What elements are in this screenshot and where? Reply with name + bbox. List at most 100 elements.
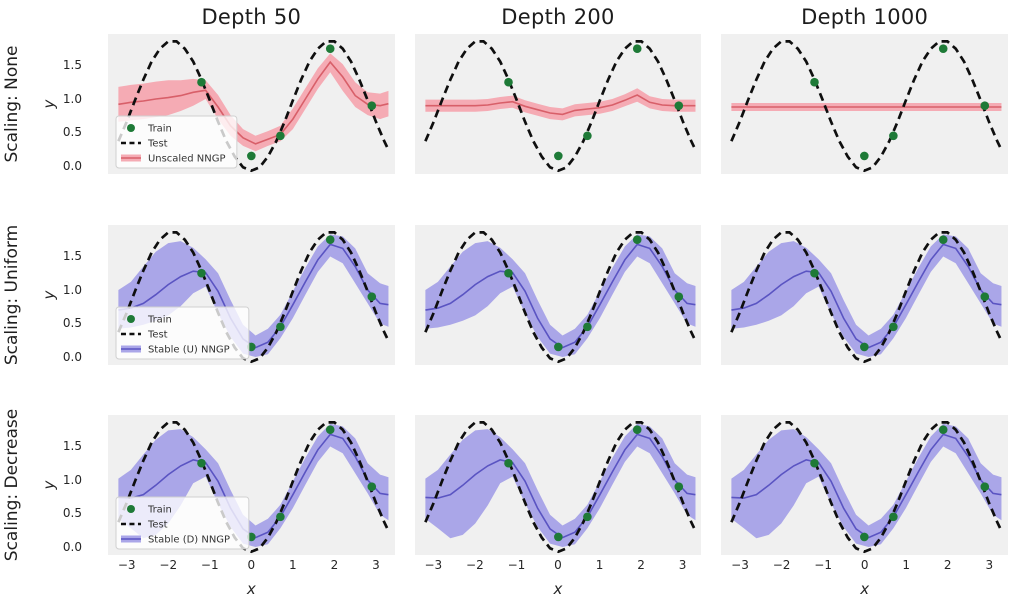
panel-plot [721, 225, 1008, 365]
legend-box [115, 115, 238, 169]
train-point [276, 322, 285, 332]
legend-nngp-label: Stable (D) NNGP [148, 534, 230, 545]
confidence-band [425, 423, 696, 547]
legend-box [115, 496, 250, 550]
train-point [553, 151, 563, 161]
x-tick-label: −2 [159, 558, 178, 572]
panel-plot [414, 225, 702, 365]
x-tick-label: 1 [595, 558, 604, 572]
x-tick-label: −3 [117, 558, 136, 572]
confidence-band [118, 423, 389, 547]
nngp-mean-line [425, 94, 696, 116]
panel-plot [414, 34, 702, 174]
confidence-band [425, 234, 696, 357]
legend: Train Test Stable (U) NNGP [115, 306, 250, 360]
confidence-band [731, 423, 1002, 547]
legend-test-label: Test [147, 138, 168, 149]
x-tick-label: 3 [678, 558, 687, 572]
figure-corner [0, 0, 88, 34]
y-tick-label: 0.0 [62, 539, 82, 554]
train-point [674, 292, 683, 301]
train-point [939, 235, 948, 244]
train-point [674, 101, 683, 110]
row-label-scaling-uniform: Scaling: Uniform [2, 224, 22, 366]
x-tick-label: 1 [902, 558, 911, 572]
train-point [247, 151, 256, 161]
train-point [860, 532, 869, 542]
panel-plot [721, 34, 1008, 174]
x-tick-label: 1 [289, 558, 297, 572]
y-tick-label: 1.5 [62, 58, 82, 73]
y-tick-label: 1.5 [62, 439, 82, 454]
train-point [980, 101, 990, 110]
row-gutter-decrease: Scaling: Decrease y 0.0 0.5 1.0 1.5 [0, 409, 88, 561]
x-tick-label: −2 [772, 558, 791, 572]
x-tick-label: 3 [372, 558, 380, 572]
x-ticks-col2: −3 −2 −1 0 1 2 3 [415, 555, 702, 579]
panel-plot: Train Test Stable (U) NNGP [108, 225, 395, 365]
train-point [503, 458, 513, 468]
test-curve-line [423, 231, 697, 364]
train-point [889, 131, 899, 141]
x-label-gutter [0, 579, 88, 610]
y-tick-label: 0.5 [62, 316, 82, 331]
column-title-depth-1000: Depth 1000 [801, 5, 929, 29]
panel-none-depth1000 [721, 34, 1008, 174]
train-point [325, 44, 335, 53]
y-axis-label: y [40, 99, 58, 109]
train-point [810, 268, 820, 278]
test-curve-line [730, 231, 1004, 364]
panel-plot [721, 415, 1008, 555]
y-tick-label: 1.0 [62, 91, 82, 106]
y-tick-label: 1.0 [62, 282, 82, 297]
legend-nngp-label: Stable (U) NNGP [148, 344, 230, 355]
x-tick-label: −1 [200, 558, 219, 572]
panel-none-depth50: Train Test Unscaled NNGP [108, 34, 395, 174]
train-point [276, 131, 285, 141]
legend: Train Test Stable (D) NNGP [115, 496, 250, 550]
panel-decrease-depth1000 [721, 415, 1008, 555]
train-point [367, 101, 377, 110]
train-point [367, 292, 377, 301]
x-tick-label: 2 [637, 558, 645, 572]
train-point [503, 77, 513, 87]
train-point [889, 322, 899, 332]
train-point [582, 322, 592, 332]
legend-train-label: Train [147, 123, 172, 134]
train-point [553, 532, 563, 542]
legend-test-label: Test [147, 329, 168, 340]
row-gutter-none: Scaling: None y 0.0 0.5 1.0 1.5 [0, 34, 88, 174]
train-point [582, 512, 592, 522]
row-label-scaling-none: Scaling: None [2, 45, 22, 163]
train-point [632, 44, 642, 53]
legend-train-marker [126, 124, 135, 132]
train-point [810, 458, 820, 468]
x-axis-label: x [246, 580, 256, 598]
legend-box [115, 306, 250, 360]
row-gutter-uniform: Scaling: Uniform y 0.0 0.5 1.0 1.5 [0, 225, 88, 365]
train-point [980, 292, 990, 301]
train-point [632, 235, 642, 244]
x-axis-label: x [860, 580, 870, 598]
legend: Train Test Unscaled NNGP [115, 115, 238, 169]
x-tick-label: −1 [507, 558, 526, 572]
panel-uniform-depth1000 [721, 225, 1008, 365]
y-tick-label: 1.0 [62, 472, 82, 487]
x-tick-label: 0 [554, 558, 562, 572]
train-point [860, 151, 869, 161]
test-curve-line [117, 421, 390, 554]
legend-train-marker [126, 505, 135, 513]
train-point [367, 482, 377, 491]
legend-train-label: Train [147, 314, 172, 325]
y-tick-label: 1.5 [62, 249, 82, 264]
panel-uniform-depth200 [414, 225, 702, 365]
train-point [325, 235, 335, 244]
legend-test-label: Test [147, 519, 168, 530]
test-curve-line [730, 421, 1004, 554]
column-title-depth-200: Depth 200 [501, 5, 615, 29]
train-point [197, 458, 206, 468]
y-tick-label: 0.0 [62, 349, 82, 364]
train-point [632, 425, 642, 434]
y-tick-label: 0.5 [62, 506, 82, 521]
